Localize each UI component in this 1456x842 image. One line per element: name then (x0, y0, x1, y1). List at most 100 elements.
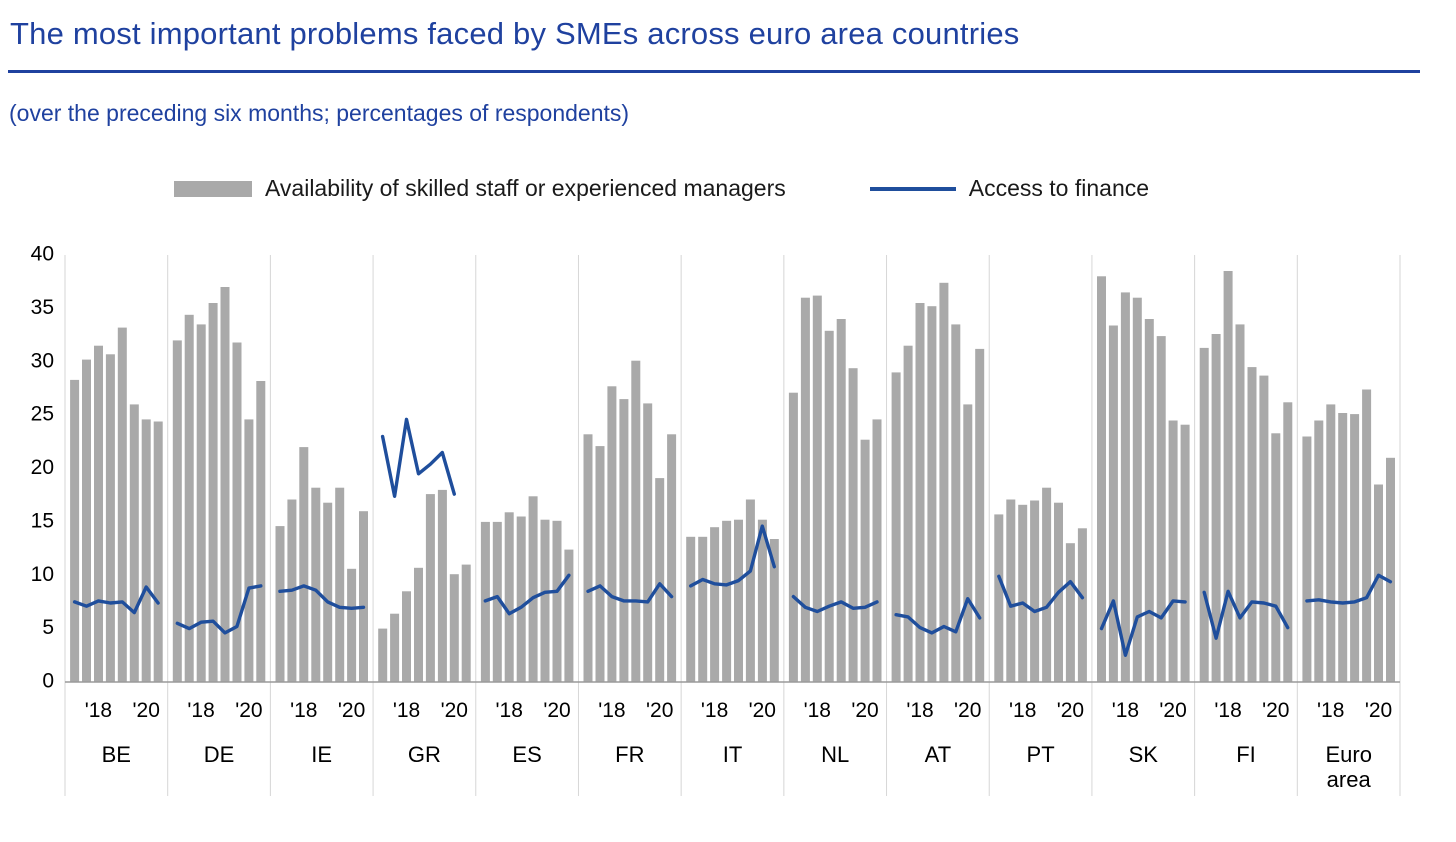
group-label: FR (615, 742, 644, 767)
x-tick-label: '20 (338, 699, 365, 722)
group-label: DE (204, 742, 235, 767)
bar (734, 519, 743, 682)
group-label: AT (925, 742, 951, 767)
bar-series-label: Availability of skilled staff or experie… (265, 175, 786, 201)
bar (1247, 367, 1257, 682)
bar (722, 520, 732, 682)
x-tick-label: '18 (1112, 699, 1139, 722)
bar (105, 354, 115, 682)
bar (94, 345, 103, 682)
bar (915, 303, 925, 682)
bar (1156, 336, 1166, 682)
line-series (1202, 589, 1290, 640)
bar (1042, 487, 1052, 682)
group-label: PT (1027, 742, 1055, 767)
group-label: GR (408, 742, 441, 767)
bar (492, 521, 502, 682)
bar (232, 342, 242, 682)
y-tick-label: 30 (31, 349, 54, 372)
group-label: BE (102, 742, 131, 767)
page-title: The most important problems faced by SME… (10, 16, 1020, 51)
bar (1199, 347, 1209, 682)
bar (256, 381, 266, 682)
bar (390, 613, 400, 682)
x-tick-label: '18 (290, 699, 317, 722)
y-tick-label: 15 (31, 509, 54, 532)
x-tick-label: '18 (1317, 699, 1344, 722)
bar (504, 512, 514, 682)
bar (516, 516, 526, 682)
bar (359, 511, 368, 682)
group-label: SK (1129, 742, 1159, 767)
bar (655, 478, 665, 682)
group-label: IT (723, 742, 743, 767)
bar (1180, 424, 1190, 682)
y-tick-label: 25 (31, 403, 54, 426)
bar (1077, 528, 1087, 682)
x-tick-label: '20 (646, 699, 673, 722)
y-tick-label: 40 (31, 243, 54, 266)
bar (1120, 292, 1130, 682)
bar (698, 536, 708, 682)
bar (425, 494, 435, 682)
line-series (689, 524, 776, 588)
bar (607, 386, 617, 682)
bar (70, 379, 80, 682)
bar (335, 487, 345, 682)
bar (667, 434, 677, 682)
bar (1338, 413, 1348, 682)
bar (1386, 457, 1395, 682)
group-label: ES (512, 742, 541, 767)
bar (710, 527, 720, 682)
bar (153, 421, 163, 682)
bar (757, 519, 767, 682)
bar (927, 306, 937, 682)
bar (1235, 324, 1245, 682)
x-tick-label: '18 (804, 699, 831, 722)
x-tick-label: '20 (133, 699, 160, 722)
bar (378, 628, 388, 682)
x-tick-label: '20 (1365, 699, 1392, 722)
x-tick-label: '20 (543, 699, 570, 722)
bar (402, 591, 411, 682)
x-tick-label: '18 (906, 699, 933, 722)
line-series (278, 584, 366, 610)
line-series-swatch (869, 186, 956, 191)
line-series (380, 417, 456, 498)
line-series (175, 584, 263, 635)
bar (745, 499, 755, 682)
bar (461, 564, 471, 682)
chart-canvas: 0510152025303540'18'20BE'18'20DE'18'20IE… (31, 243, 1401, 796)
bar (1132, 297, 1142, 682)
line-series (894, 597, 982, 635)
bar (1065, 543, 1075, 682)
x-tick-label: '20 (1057, 699, 1084, 722)
bar (540, 519, 550, 682)
y-tick-label: 0 (42, 670, 54, 693)
bar (299, 447, 309, 682)
bar (951, 324, 961, 682)
bar (196, 324, 206, 682)
x-tick-label: '18 (187, 699, 214, 722)
line-series (1099, 599, 1187, 657)
bar (1259, 375, 1269, 682)
x-tick-label: '20 (851, 699, 878, 722)
bar (347, 568, 357, 682)
bar (172, 340, 182, 682)
x-tick-label: '18 (393, 699, 420, 722)
bar (872, 419, 882, 682)
x-tick-label: '20 (749, 699, 776, 722)
bar (275, 526, 285, 682)
bar (414, 567, 423, 682)
bar (643, 403, 653, 682)
bar (552, 520, 562, 682)
group-label: IE (311, 742, 332, 767)
bar (1108, 325, 1118, 682)
chart-legend: Availability of skilled staff or experie… (174, 175, 1456, 202)
legend-item-bars: Availability of skilled staff or experie… (174, 175, 786, 202)
line-series-label: Access to finance (968, 175, 1150, 201)
bar (1350, 414, 1360, 682)
bar (994, 514, 1004, 682)
group-label: Euro area (1325, 742, 1371, 792)
bar (117, 327, 127, 682)
